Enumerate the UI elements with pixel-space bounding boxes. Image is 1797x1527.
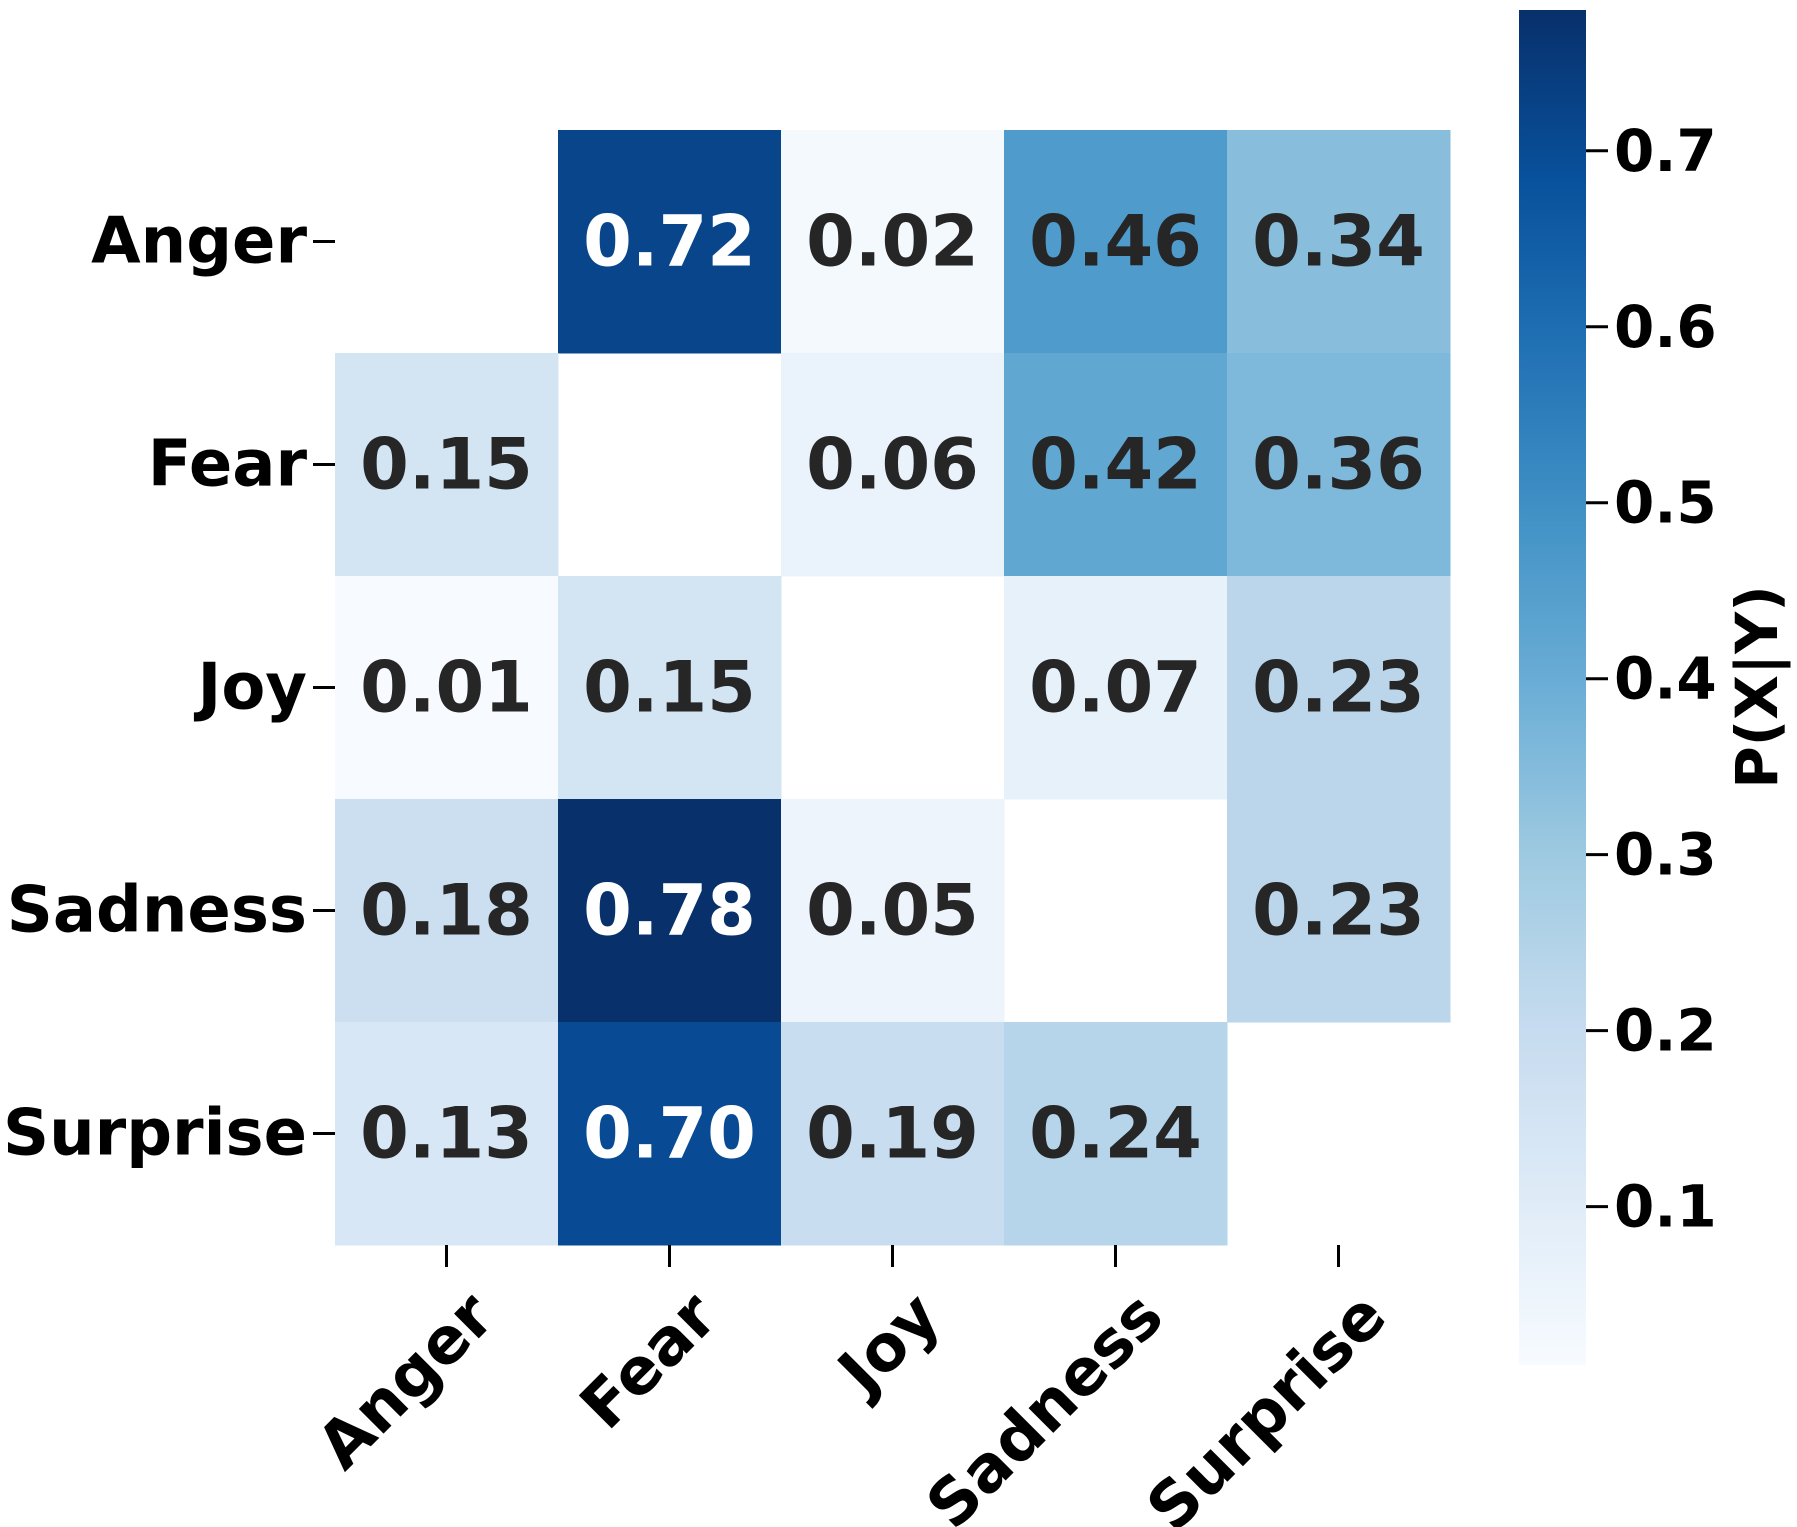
heatmap-cell-joy-anger bbox=[335, 576, 559, 800]
cell-value-anger-fear: 0.72 bbox=[583, 201, 756, 283]
cell-value-joy-fear: 0.15 bbox=[583, 647, 756, 729]
heatmap-cell-anger-joy bbox=[781, 130, 1005, 354]
heatmap-cell-labels: 0.72 0.02 0.46 0.34 0.15 0.06 0.42 0.36 0.01 0.15… bbox=[360, 201, 1425, 1175]
colorbar-tick-label-0: 0.1 bbox=[1614, 1173, 1717, 1241]
cell-value-fear-joy: 0.06 bbox=[806, 424, 979, 506]
heatmap-cell-anger-fear bbox=[558, 130, 782, 354]
colorbar-tick-label-1: 0.2 bbox=[1614, 997, 1717, 1065]
heatmap-cell-anger-sadness bbox=[1004, 130, 1228, 354]
y-tick-label-fear: Fear bbox=[148, 428, 308, 502]
cell-value-sadness-anger: 0.18 bbox=[360, 870, 533, 952]
heatmap-cell-sadness-joy bbox=[781, 799, 1005, 1023]
colorbar-tick-label-6: 0.7 bbox=[1614, 117, 1717, 185]
heatmap-cell-sadness-anger bbox=[335, 799, 559, 1023]
colorbar-ticks: 0.1 0.2 0.3 0.4 0.5 0.6 0.7 bbox=[1586, 117, 1717, 1241]
heatmap-cell-surprise-anger bbox=[335, 1022, 559, 1246]
heatmap-cell-surprise-sadness bbox=[1004, 1022, 1228, 1246]
heatmap-cell-fear-joy bbox=[781, 353, 1005, 577]
x-tick-label-surprise: Surprise bbox=[1133, 1279, 1400, 1527]
colorbar-tick-label-3: 0.4 bbox=[1614, 645, 1717, 713]
heatmap-cell-joy-surprise bbox=[1227, 576, 1451, 800]
colorbar-tick-label-4: 0.5 bbox=[1614, 469, 1717, 537]
heatmap-cells bbox=[335, 130, 1451, 1246]
cell-value-joy-surprise: 0.23 bbox=[1252, 647, 1425, 729]
heatmap-cell-anger-surprise bbox=[1227, 130, 1451, 354]
y-tick-label-surprise: Surprise bbox=[3, 1097, 307, 1171]
cell-value-anger-sadness: 0.46 bbox=[1029, 201, 1202, 283]
cell-value-sadness-fear: 0.78 bbox=[583, 870, 756, 952]
x-tick-label-anger: Anger bbox=[304, 1278, 509, 1483]
heatmap-cell-joy-sadness bbox=[1004, 576, 1228, 800]
heatmap-cell-fear-surprise bbox=[1227, 353, 1451, 577]
y-axis: Anger Fear Joy Sadness Surprise bbox=[3, 205, 335, 1171]
y-tick-label-anger: Anger bbox=[91, 205, 307, 279]
y-tick-label-joy: Joy bbox=[194, 651, 308, 725]
cell-value-surprise-fear: 0.70 bbox=[583, 1093, 756, 1175]
cell-value-fear-sadness: 0.42 bbox=[1029, 424, 1202, 506]
x-tick-label-fear: Fear bbox=[567, 1278, 732, 1443]
heatmap-cell-joy-fear bbox=[558, 576, 782, 800]
cell-value-sadness-joy: 0.05 bbox=[806, 870, 979, 952]
heatmap-cell-surprise-joy bbox=[781, 1022, 1005, 1246]
y-tick-label-sadness: Sadness bbox=[7, 874, 307, 948]
colorbar-tick-label-5: 0.6 bbox=[1614, 293, 1717, 361]
colorbar-label: P(X|Y) bbox=[1723, 585, 1791, 788]
heatmap-cell-fear-sadness bbox=[1004, 353, 1228, 577]
heatmap-cell-surprise-fear bbox=[558, 1022, 782, 1246]
heatmap-cell-sadness-fear bbox=[558, 799, 782, 1023]
colorbar-gradient-bar bbox=[1519, 10, 1586, 1365]
cell-value-anger-joy: 0.02 bbox=[806, 201, 979, 283]
colorbar: 0.1 0.2 0.3 0.4 0.5 0.6 0.7 P(X|Y) bbox=[1519, 10, 1791, 1365]
heatmap-cell-fear-anger bbox=[335, 353, 559, 577]
cell-value-joy-sadness: 0.07 bbox=[1029, 647, 1202, 729]
colorbar-tick-label-2: 0.3 bbox=[1614, 821, 1717, 889]
cell-value-fear-surprise: 0.36 bbox=[1252, 424, 1425, 506]
cell-value-sadness-surprise: 0.23 bbox=[1252, 870, 1425, 952]
cell-value-fear-anger: 0.15 bbox=[360, 424, 533, 506]
cell-value-surprise-anger: 0.13 bbox=[360, 1093, 533, 1175]
cell-value-joy-anger: 0.01 bbox=[360, 647, 533, 729]
heatmap-cell-sadness-surprise bbox=[1227, 799, 1451, 1023]
cell-value-anger-surprise: 0.34 bbox=[1252, 201, 1425, 283]
cell-value-surprise-sadness: 0.24 bbox=[1029, 1093, 1202, 1175]
x-tick-label-joy: Joy bbox=[822, 1279, 955, 1412]
cell-value-surprise-joy: 0.19 bbox=[806, 1093, 979, 1175]
